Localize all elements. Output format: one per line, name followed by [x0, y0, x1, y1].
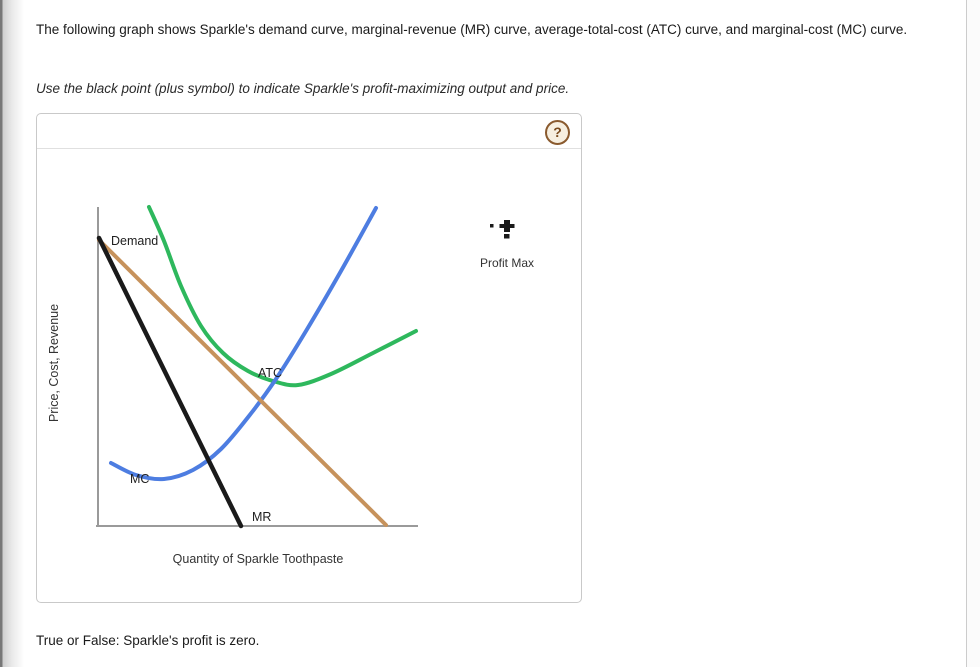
- curve-label-atc: ATC: [258, 366, 282, 380]
- plot-area: ATC MC Demand MR Profit Max: [96, 205, 534, 529]
- curve-mr: [96, 235, 244, 529]
- curve-label-demand: Demand: [111, 234, 158, 248]
- plus-icon: [490, 224, 494, 228]
- curve-mc: [109, 206, 378, 482]
- page-left-shadow: [0, 0, 24, 667]
- plus-icon: [504, 234, 510, 239]
- graph-panel: ? ATC MC Demand MR Profit Max Price, Cost, R…: [36, 113, 582, 603]
- x-axis-label: Quantity of Sparkle Toothpaste: [172, 552, 344, 566]
- curve-demand: [97, 238, 388, 527]
- question-text: True or False: Sparkle's profit is zero.: [36, 633, 260, 648]
- help-icon[interactable]: ?: [545, 120, 570, 145]
- page-right-edge: [966, 0, 980, 667]
- intro-text: The following graph shows Sparkle's dema…: [36, 22, 908, 37]
- curve-label-mc: MC: [130, 472, 149, 486]
- curve-atc: [147, 205, 418, 388]
- instruction-text: Use the black point (plus symbol) to ind…: [36, 81, 570, 96]
- curve-label-mr: MR: [252, 510, 271, 524]
- plus-icon: [504, 220, 510, 232]
- profit-max-point[interactable]: [490, 220, 515, 239]
- graph-panel-header: ?: [37, 114, 581, 149]
- profit-max-label: Profit Max: [480, 256, 534, 270]
